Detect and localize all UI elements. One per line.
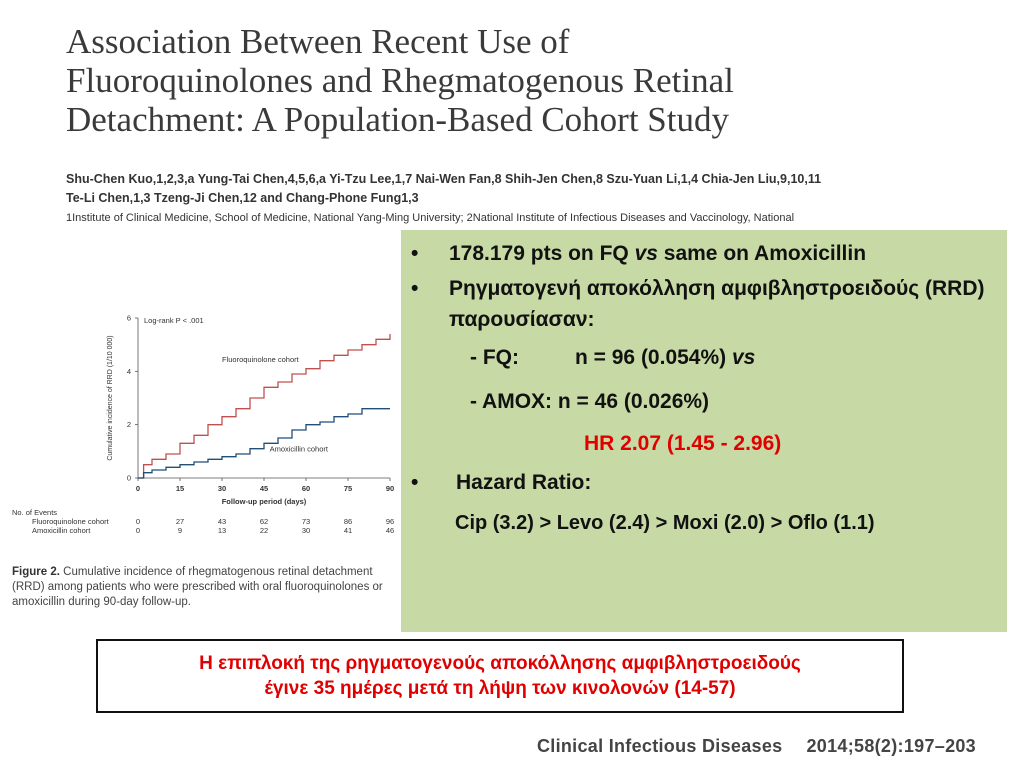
onset-note-line: έγινε 35 ημέρες μετά τη λήψη των κινολον… xyxy=(264,678,736,699)
figure-label: Figure 2. xyxy=(12,566,60,578)
events-cell: 22 xyxy=(259,526,269,535)
vs-text: vs xyxy=(731,346,756,369)
paper-title: Association Between Recent Use of Fluoro… xyxy=(66,22,966,139)
amox-result: - AMOX: n = 46 (0.026%) xyxy=(470,390,710,413)
title-line: Association Between Recent Use of xyxy=(66,22,570,61)
fq-label: - FQ: xyxy=(470,346,519,369)
events-row: Fluoroquinolone cohort 0 27 43 62 73 86 96 xyxy=(12,517,402,526)
vs-text: vs xyxy=(634,242,658,265)
onset-note-box: Η επιπλοκή της ρηγματογενούς αποκόλλησης… xyxy=(96,639,904,713)
x-tick-label: 75 xyxy=(344,484,352,493)
events-cell: 27 xyxy=(175,517,185,526)
events-table: No. of Events Fluoroquinolone cohort 0 27 43… xyxy=(12,508,402,535)
events-row-label: Amoxicillin cohort xyxy=(32,526,91,535)
bullet-icon: • xyxy=(411,277,419,300)
series-line-fluoroquinolone xyxy=(138,334,391,479)
x-tick-label: 0 xyxy=(136,484,140,493)
events-header: No. of Events xyxy=(12,508,58,517)
affiliation: 1Institute of Clinical Medicine, School … xyxy=(66,212,795,224)
events-cell: 9 xyxy=(177,526,183,535)
x-tick-label: 30 xyxy=(218,484,226,493)
hazard-ratio: HR 2.07 (1.45 - 2.96) xyxy=(584,432,782,455)
x-tick-label: 90 xyxy=(386,484,394,493)
bullet-text: Ρηγματογενή αποκόλληση αμφιβληστροειδούς… xyxy=(449,277,985,331)
onset-note-line: Η επιπλοκή της ρηγματογενούς αποκόλλησης… xyxy=(199,653,801,674)
y-axis-label: Cumulative incidence of RRD (1/10 000) xyxy=(107,335,114,460)
hazard-ranking: Cip (3.2) > Levo (2.4) > Moxi (2.0) > Of… xyxy=(455,512,875,534)
figure-caption: Figure 2. Cumulative incidence of rhegma… xyxy=(12,565,402,610)
events-row-label: Fluoroquinolone cohort xyxy=(32,517,109,526)
bullet-icon: • xyxy=(411,471,419,494)
cohort-size-text: 178.179 pts on FQ xyxy=(449,242,635,265)
events-cell: 0 xyxy=(135,517,141,526)
bullet-item: • Hazard Ratio: xyxy=(411,467,995,498)
x-tick-label: 15 xyxy=(176,484,184,493)
y-tick-label: 6 xyxy=(127,314,131,323)
y-tick-label: 0 xyxy=(127,474,131,483)
events-row: Amoxicillin cohort 0 9 13 22 30 41 46 xyxy=(12,526,402,535)
bullet-text: 178.179 pts on FQ vs same on Amoxicillin xyxy=(411,238,995,269)
incidence-chart: 0 2 4 6 0 15 30 45 60 75 90 Follow-up period (days)… xyxy=(100,300,400,520)
events-cell: 46 xyxy=(385,526,395,535)
authors-line: Shu-Chen Kuo,1,2,3,a Yung-Tai Chen,4,5,6… xyxy=(66,172,822,186)
x-axis-label: Follow-up period (days) xyxy=(222,497,307,506)
events-cell: 30 xyxy=(301,526,311,535)
summary-box: • 178.179 pts on FQ vs same on Amoxicill… xyxy=(401,230,1007,632)
title-line: Detachment: A Population-Based Cohort St… xyxy=(66,100,730,139)
y-tick-label: 2 xyxy=(127,420,131,429)
y-tick-label: 4 xyxy=(127,367,131,376)
series-label-amoxicillin: Amoxicillin cohort xyxy=(270,444,329,453)
author-list: Shu-Chen Kuo,1,2,3,a Yung-Tai Chen,4,5,6… xyxy=(66,170,966,208)
figure-caption-text: Cumulative incidence of rhegmatogenous r… xyxy=(12,566,383,608)
series-line-amoxicillin xyxy=(138,408,390,479)
events-cell: 62 xyxy=(259,517,269,526)
fq-value: n = 96 (0.054%) xyxy=(574,346,732,369)
bullet-icon: • xyxy=(411,242,419,265)
title-line: Fluoroquinolones and Rhegmatogenous Reti… xyxy=(66,61,734,100)
x-tick-label: 60 xyxy=(302,484,310,493)
fq-result: - FQ: n = 96 (0.054%) vs xyxy=(411,339,995,377)
journal-name: Clinical Infectious Diseases xyxy=(536,736,783,756)
bullet-text: Hazard Ratio: xyxy=(456,471,592,494)
citation-ref: 2014;58(2):197–203 xyxy=(806,736,976,756)
events-cell: 73 xyxy=(301,517,311,526)
events-cell: 96 xyxy=(385,517,395,526)
authors-line: Te-Li Chen,1,3 Tzeng-Ji Chen,12 and Chan… xyxy=(66,191,419,205)
events-cell: 43 xyxy=(217,517,227,526)
citation: Clinical Infectious Diseases 2014;58(2):1… xyxy=(537,736,976,757)
events-cell: 41 xyxy=(343,526,353,535)
events-cell: 0 xyxy=(135,526,141,535)
bullet-item: • Ρηγματογενή αποκόλληση αμφιβληστροειδο… xyxy=(411,273,995,335)
x-tick-label: 45 xyxy=(260,484,268,493)
series-label-fluoroquinolone: Fluoroquinolone cohort xyxy=(222,355,300,364)
comparator-text: same on Amoxicillin xyxy=(657,242,867,265)
bullet-item: • 178.179 pts on FQ vs same on Amoxicill… xyxy=(411,238,995,269)
events-cell: 13 xyxy=(217,526,227,535)
events-cell: 86 xyxy=(343,517,353,526)
log-rank-annotation: Log-rank P < .001 xyxy=(144,316,204,325)
